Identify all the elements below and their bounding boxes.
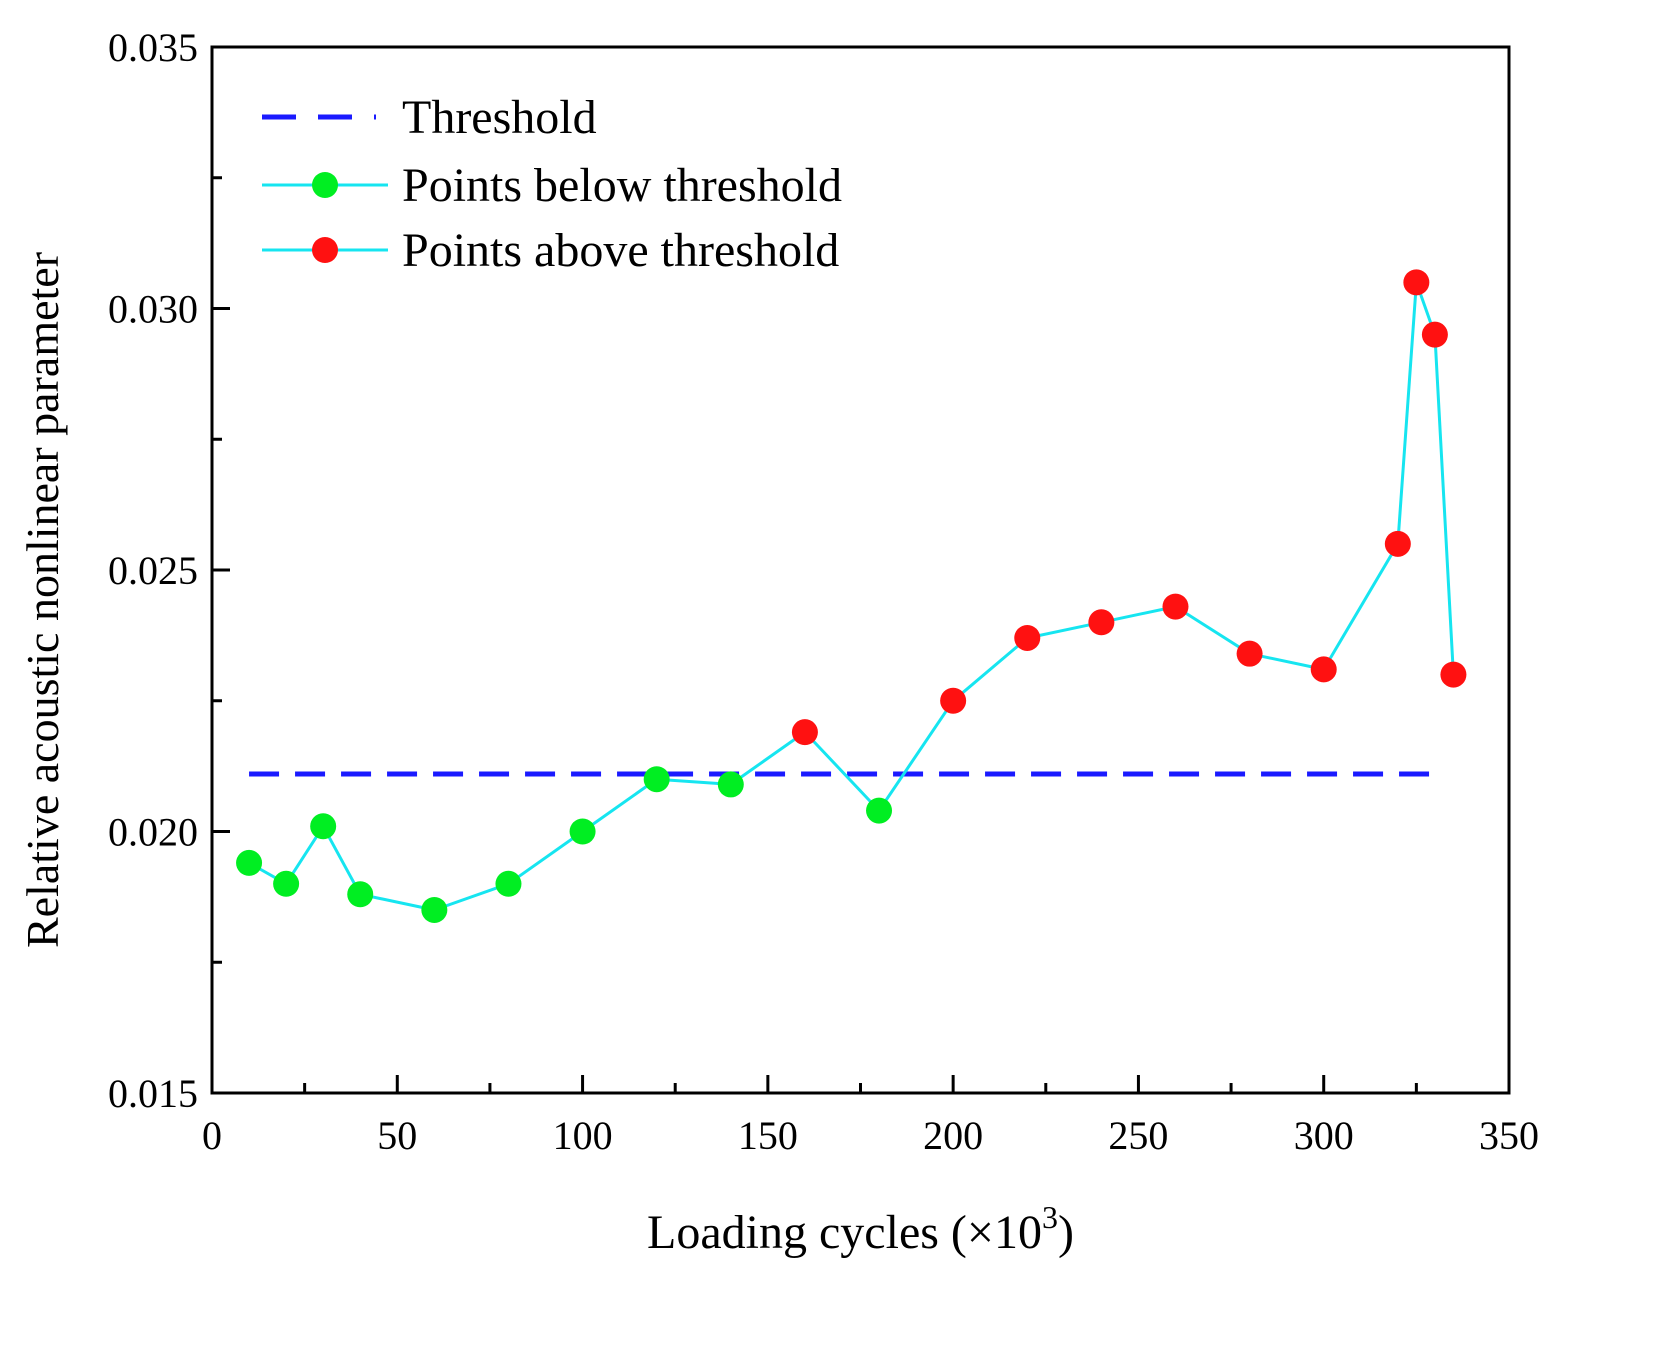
y-tick-label: 0.025: [108, 548, 198, 593]
legend-above-label: Points above threshold: [402, 224, 839, 277]
point-below-threshold: [310, 813, 337, 840]
y-tick-label: 0.020: [108, 810, 198, 855]
legend-below-label: Points below threshold: [402, 159, 842, 212]
x-tick-label: 200: [923, 1113, 983, 1158]
point-above-threshold: [1088, 609, 1115, 636]
point-below-threshold: [273, 870, 300, 897]
x-axis-label-exponent: 3: [1042, 1199, 1058, 1235]
point-above-threshold: [791, 719, 818, 746]
x-tick-label: 300: [1294, 1113, 1354, 1158]
point-above-threshold: [1421, 321, 1448, 348]
y-tick-label: 0.015: [108, 1071, 198, 1116]
x-tick-label: 150: [738, 1113, 798, 1158]
point-below-threshold: [643, 766, 670, 793]
point-above-threshold: [1236, 640, 1263, 667]
point-above-threshold: [1440, 661, 1467, 688]
x-tick-label: 50: [377, 1113, 417, 1158]
y-tick-label: 0.030: [108, 287, 198, 332]
point-above-threshold: [1310, 656, 1337, 683]
point-below-threshold: [421, 896, 448, 923]
point-above-threshold: [1014, 624, 1041, 651]
axes-layer: 0 50 100 150 200 250 300 350 0.015 0.020 0.025 0.03…: [108, 25, 1539, 1158]
marker-layer: [236, 269, 1467, 923]
x-tick-label: 0: [202, 1113, 222, 1158]
y-axis-label: Relative acoustic nonlinear parameter: [17, 252, 68, 948]
point-above-threshold: [1403, 269, 1430, 296]
point-below-threshold: [717, 771, 744, 798]
x-axis-label-main: Loading cycles (×10: [647, 1206, 1042, 1259]
y-tick-label: 0.035: [108, 25, 198, 70]
legend-above-marker-swatch: [312, 237, 338, 263]
point-above-threshold: [1162, 593, 1189, 620]
point-below-threshold: [347, 881, 374, 908]
point-above-threshold: [940, 687, 967, 714]
point-below-threshold: [495, 870, 522, 897]
legend-threshold-label: Threshold: [402, 91, 597, 144]
x-axis-label-close: ): [1058, 1206, 1074, 1259]
point-below-threshold: [866, 797, 893, 824]
legend: Threshold Points below threshold Points …: [262, 91, 842, 277]
x-tick-label: 100: [553, 1113, 613, 1158]
legend-below-marker-swatch: [312, 172, 338, 198]
x-tick-label: 250: [1108, 1113, 1168, 1158]
x-tick-label: 350: [1479, 1113, 1539, 1158]
point-below-threshold: [569, 818, 596, 845]
point-above-threshold: [1384, 530, 1411, 557]
x-axis-label: Loading cycles (×103): [647, 1199, 1074, 1259]
point-below-threshold: [236, 849, 263, 876]
